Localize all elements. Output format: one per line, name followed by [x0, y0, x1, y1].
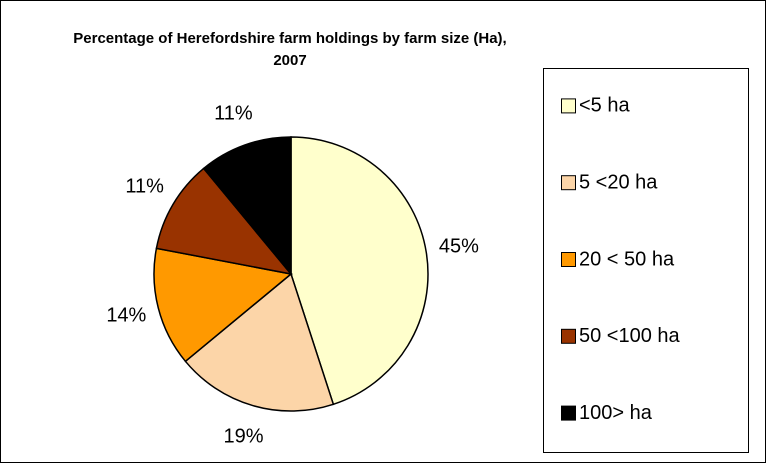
data-label: 14%: [106, 305, 146, 327]
pie-slice: [184, 272, 335, 412]
data-label: 45%: [439, 236, 479, 258]
data-label: 11%: [214, 102, 253, 124]
chart-title: Percentage of Herefordshire farm holding…: [73, 30, 507, 69]
pie-slice: [153, 247, 293, 363]
data-label: 11%: [125, 176, 164, 198]
legend-box: [543, 68, 749, 453]
pie-slice: [155, 167, 293, 276]
legend-swatch: [561, 328, 576, 344]
legend-swatch: [561, 405, 576, 421]
pie-slice: [202, 136, 292, 277]
legend-label: 5 <20 ha: [579, 171, 658, 193]
legend-label: 50 <100 ha: [579, 325, 681, 347]
legend-label: 100> ha: [579, 402, 653, 424]
legend-label: 20 < 50 ha: [579, 248, 675, 270]
legend-swatch: [561, 98, 576, 114]
legend-swatch: [561, 175, 576, 191]
pie-slice: [290, 136, 429, 406]
legend-label: <5 ha: [579, 95, 630, 117]
data-label: 19%: [224, 426, 264, 448]
legend-swatch: [561, 252, 576, 267]
